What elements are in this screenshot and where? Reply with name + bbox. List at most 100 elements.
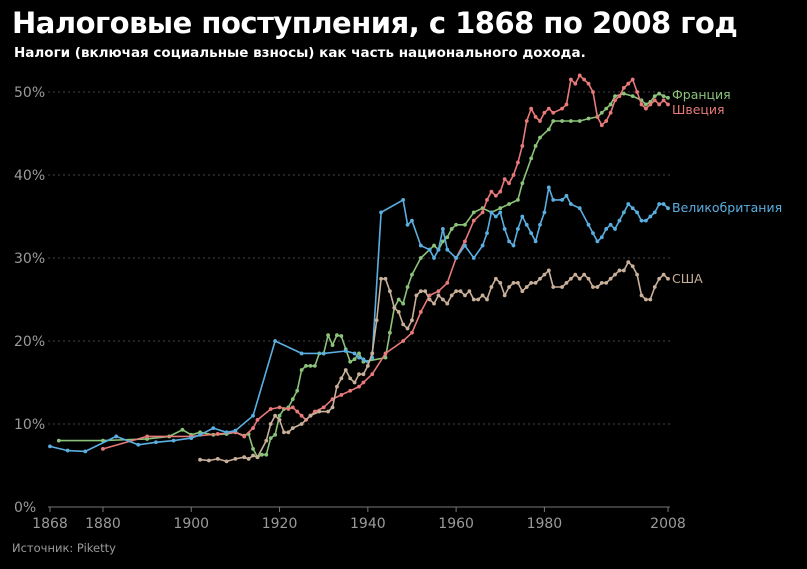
data-point <box>657 276 662 281</box>
data-point <box>657 91 662 96</box>
data-point <box>648 297 653 302</box>
data-point <box>436 247 441 252</box>
data-point <box>599 123 604 128</box>
data-point <box>432 243 436 248</box>
data-point <box>410 218 414 223</box>
data-point <box>365 364 370 368</box>
data-point <box>414 293 419 298</box>
data-point <box>568 202 573 206</box>
data-point <box>577 73 582 78</box>
data-point <box>626 202 631 206</box>
series-label: Великобритания <box>672 200 782 215</box>
data-point <box>617 94 622 99</box>
data-point <box>502 177 507 182</box>
data-point <box>136 442 141 447</box>
series-lines <box>48 73 670 464</box>
data-point <box>551 119 556 123</box>
data-point <box>621 91 626 96</box>
data-point <box>621 268 626 273</box>
series-line <box>102 74 669 450</box>
data-point <box>277 413 282 418</box>
data-point <box>273 339 278 343</box>
data-point <box>189 436 194 441</box>
data-point <box>251 413 255 418</box>
data-point <box>661 94 666 99</box>
data-point <box>533 239 538 244</box>
data-point <box>251 447 255 451</box>
data-point <box>489 285 494 289</box>
data-point <box>560 285 564 289</box>
x-tick-label: 2008 <box>650 516 686 532</box>
data-point <box>392 305 397 310</box>
data-point <box>516 160 520 165</box>
data-point <box>480 243 485 248</box>
y-tick-label: 20% <box>14 334 45 350</box>
data-point <box>652 98 657 103</box>
data-point <box>335 384 339 389</box>
data-point <box>604 119 609 123</box>
data-point <box>599 110 604 115</box>
data-point <box>396 297 401 302</box>
data-point <box>639 218 644 223</box>
data-point <box>454 289 459 294</box>
data-point <box>440 227 445 231</box>
data-point <box>383 355 388 360</box>
data-point <box>242 434 247 439</box>
data-point <box>445 301 450 306</box>
data-point <box>154 440 158 445</box>
data-point <box>573 272 578 277</box>
data-point <box>666 206 670 211</box>
data-point <box>493 214 498 219</box>
data-point <box>410 318 414 323</box>
data-point <box>299 351 304 356</box>
data-point <box>401 301 406 306</box>
data-point <box>277 405 282 410</box>
data-point <box>608 276 613 281</box>
data-point <box>458 289 463 294</box>
data-point <box>339 334 344 338</box>
data-point <box>617 218 622 223</box>
data-point <box>604 106 609 111</box>
data-point <box>224 459 229 464</box>
data-point <box>352 380 357 385</box>
data-point <box>661 202 666 206</box>
data-point <box>454 222 459 227</box>
data-point <box>538 276 542 281</box>
data-point <box>207 458 211 463</box>
data-point <box>432 301 436 306</box>
data-point <box>511 243 516 248</box>
data-point <box>335 333 339 338</box>
data-point <box>529 281 534 285</box>
data-point <box>383 351 388 356</box>
data-point <box>339 376 344 381</box>
data-point <box>546 127 551 132</box>
data-point <box>471 210 476 215</box>
data-point <box>198 457 202 462</box>
data-point <box>326 333 330 338</box>
data-point <box>48 444 52 449</box>
data-point <box>255 417 260 422</box>
data-point <box>432 256 436 260</box>
data-point <box>348 388 353 393</box>
data-point <box>599 281 604 285</box>
data-point <box>591 90 595 94</box>
grid-lines <box>48 91 670 508</box>
data-point <box>180 427 185 432</box>
data-point <box>370 372 375 377</box>
data-point <box>604 281 609 285</box>
data-point <box>538 222 542 227</box>
data-point <box>198 432 202 437</box>
data-point <box>599 235 604 240</box>
data-point <box>357 355 361 360</box>
data-point <box>348 359 353 364</box>
data-point <box>255 455 260 460</box>
data-point <box>471 218 476 223</box>
data-point <box>418 289 423 294</box>
data-point <box>114 434 119 439</box>
data-point <box>485 231 489 236</box>
data-point <box>493 276 498 281</box>
data-point <box>388 289 392 294</box>
data-point <box>498 210 503 215</box>
data-point <box>635 210 639 215</box>
data-point <box>388 330 392 335</box>
